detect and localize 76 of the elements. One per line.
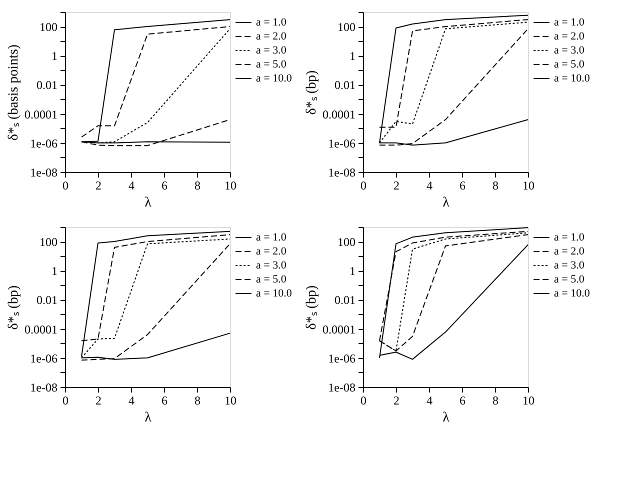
- legend-label: a = 1.0: [256, 16, 287, 28]
- y-tick-label: 1: [52, 49, 58, 64]
- x-tick-label: 2: [96, 178, 102, 192]
- legend-label: a = 10.0: [554, 288, 590, 300]
- x-tick-label: 10: [224, 394, 236, 408]
- legend-label: a = 1.0: [554, 232, 585, 244]
- y-tick-label: 0.01: [36, 78, 58, 92]
- legend-label: a = 1.0: [554, 16, 585, 28]
- y-tick-label: 0.01: [36, 293, 58, 308]
- y-tick-label: 1e-06: [328, 136, 356, 150]
- legend-label: a = 2.0: [554, 30, 585, 42]
- x-tick-label: 8: [492, 394, 498, 408]
- y-tick-label: 0.0001: [24, 322, 58, 336]
- x-tick-label: 8: [194, 394, 200, 408]
- legend-label: a = 3.0: [256, 260, 287, 272]
- legend-label: a = 2.0: [554, 246, 585, 258]
- legend-label: a = 10.0: [554, 72, 590, 84]
- legend-label: a = 3.0: [256, 44, 287, 56]
- x-tick-label: 10: [224, 178, 236, 192]
- y-axis-title: δ*ₛ (bp): [6, 284, 22, 330]
- y-axis-title: δ*ₛ (bp): [304, 70, 320, 115]
- legend-label: a = 5.0: [256, 274, 287, 286]
- legend-label: a = 5.0: [256, 58, 287, 70]
- legend-label: a = 10.0: [256, 72, 292, 84]
- legend-label: a = 1.0: [256, 232, 287, 244]
- x-axis-title: λ: [442, 410, 450, 426]
- x-tick-label: 0: [62, 394, 68, 408]
- y-tick-label: 0.0001: [322, 322, 356, 336]
- x-tick-label: 6: [162, 394, 168, 408]
- y-tick-label: 1e-08: [328, 380, 356, 394]
- x-axis-title: λ: [144, 196, 152, 210]
- y-tick-label: 100: [338, 235, 356, 250]
- y-tick-label: 100: [40, 235, 58, 250]
- x-tick-label: 0: [360, 178, 366, 192]
- x-tick-label: 0: [360, 394, 366, 408]
- y-tick-label: 100: [338, 20, 356, 34]
- x-tick-label: 8: [194, 178, 200, 192]
- x-tick-label: 10: [522, 394, 534, 408]
- x-tick-label: 4: [128, 178, 134, 192]
- x-axis-title: λ: [442, 196, 450, 210]
- y-tick-label: 0.0001: [322, 107, 356, 122]
- y-tick-label: 1: [350, 264, 356, 278]
- y-tick-label: 1e-08: [30, 166, 58, 180]
- x-tick-label: 10: [522, 178, 534, 192]
- x-tick-label: 0: [62, 178, 68, 192]
- legend-label: a = 2.0: [256, 246, 287, 258]
- x-tick-label: 2: [96, 394, 102, 408]
- x-axis-title: λ: [144, 410, 152, 426]
- y-tick-label: 0.01: [334, 293, 356, 308]
- y-tick-label: 1: [52, 264, 58, 278]
- x-tick-label: 6: [460, 178, 466, 192]
- y-tick-label: 0.0001: [24, 107, 58, 122]
- y-tick-label: 1e-08: [30, 380, 58, 394]
- legend-label: a = 3.0: [554, 260, 585, 272]
- y-tick-label: 1e-06: [30, 351, 58, 366]
- y-tick-label: 1e-06: [328, 351, 356, 366]
- legend-label: a = 3.0: [554, 44, 585, 56]
- legend-label: a = 5.0: [554, 58, 585, 70]
- y-tick-label: 1e-06: [30, 136, 58, 150]
- legend-label: a = 5.0: [554, 274, 585, 286]
- y-axis-title: δ*ₛ (basis points): [6, 44, 22, 141]
- x-tick-label: 8: [492, 178, 498, 192]
- x-tick-label: 6: [460, 394, 466, 408]
- x-tick-label: 4: [426, 394, 432, 408]
- legend-label: a = 2.0: [256, 30, 287, 42]
- x-tick-label: 2: [394, 394, 400, 408]
- y-tick-label: 100: [40, 20, 58, 34]
- x-tick-label: 4: [426, 178, 432, 192]
- y-tick-label: 1: [350, 49, 356, 64]
- y-tick-label: 0.01: [334, 78, 356, 92]
- x-tick-label: 6: [162, 178, 168, 192]
- y-axis-title: δ*ₛ (bp): [304, 284, 320, 330]
- legend-label: a = 10.0: [256, 288, 292, 300]
- y-tick-label: 1e-08: [328, 166, 356, 180]
- x-tick-label: 2: [394, 178, 400, 192]
- x-tick-label: 4: [128, 394, 134, 408]
